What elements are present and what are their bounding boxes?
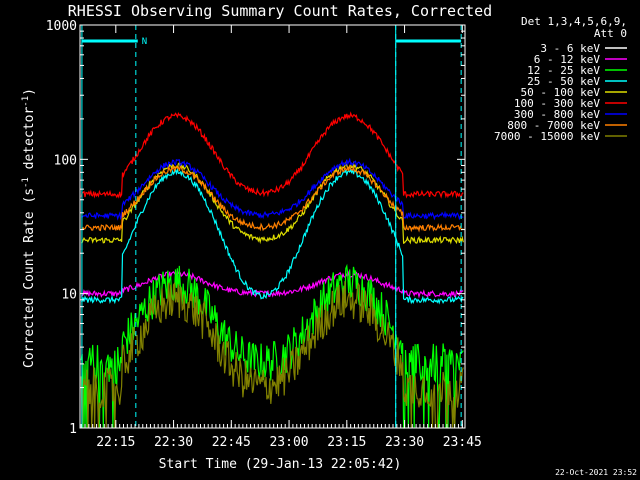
x-tick-label-6: 23:45 xyxy=(443,435,482,450)
series-line-6 xyxy=(80,157,464,221)
series-line-1 xyxy=(80,269,464,299)
legend-label-3: 25 - 50 keV xyxy=(527,75,600,88)
series-line-3 xyxy=(81,167,464,305)
y-tick-label-1: 10 xyxy=(61,288,77,303)
series-line-8 xyxy=(80,281,464,429)
series-line-0 xyxy=(80,287,464,429)
plot-area: N xyxy=(80,25,464,429)
series-line-4 xyxy=(80,161,464,245)
legend-label-7: 800 - 7000 keV xyxy=(507,119,600,132)
x-tick-label-3: 23:00 xyxy=(269,435,308,450)
y-axis-label: Corrected Count Rate (s-1 detector-1) xyxy=(21,88,37,368)
legend-label-4: 50 - 100 keV xyxy=(521,86,601,99)
legend-label-5: 100 - 300 keV xyxy=(514,97,600,110)
footer-timestamp: 22-Oct-2021 23:52 xyxy=(555,468,637,477)
x-tick-label-5: 23:30 xyxy=(385,435,424,450)
series-line-5 xyxy=(80,111,464,199)
y-tick-label-3: 1000 xyxy=(46,19,77,34)
y-tick-label-2: 100 xyxy=(54,153,77,168)
plot-frame xyxy=(79,24,466,429)
series-line-2 xyxy=(80,263,464,429)
legend-label-8: 7000 - 15000 keV xyxy=(494,130,600,143)
legend-label-0: 3 - 6 keV xyxy=(540,42,600,55)
legend-header-line-2: Att 0 xyxy=(594,27,627,40)
x-tick-label-1: 22:30 xyxy=(154,435,193,450)
flag-label-0: N xyxy=(142,37,147,47)
x-axis-label: Start Time (29-Jan-13 22:05:42) xyxy=(159,457,402,472)
series-line-7 xyxy=(81,164,464,233)
legend-header-line-1: Det 1,3,4,5,6,9, xyxy=(521,15,627,28)
legend-label-6: 300 - 800 keV xyxy=(514,108,600,121)
x-tick-label-0: 22:15 xyxy=(96,435,135,450)
axes: 1 10 100 1000 22:15 22:30 22:45 23:00 23:15 23:30… xyxy=(46,19,482,450)
x-tick-label-2: 22:45 xyxy=(212,435,251,450)
y-tick-label-0: 1 xyxy=(69,422,77,437)
legend-label-2: 12 - 25 keV xyxy=(527,64,600,77)
legend-label-1: 6 - 12 keV xyxy=(534,53,601,66)
x-tick-label-4: 23:15 xyxy=(327,435,366,450)
chart-title: RHESSI Observing Summary Count Rates, Co… xyxy=(68,2,492,20)
